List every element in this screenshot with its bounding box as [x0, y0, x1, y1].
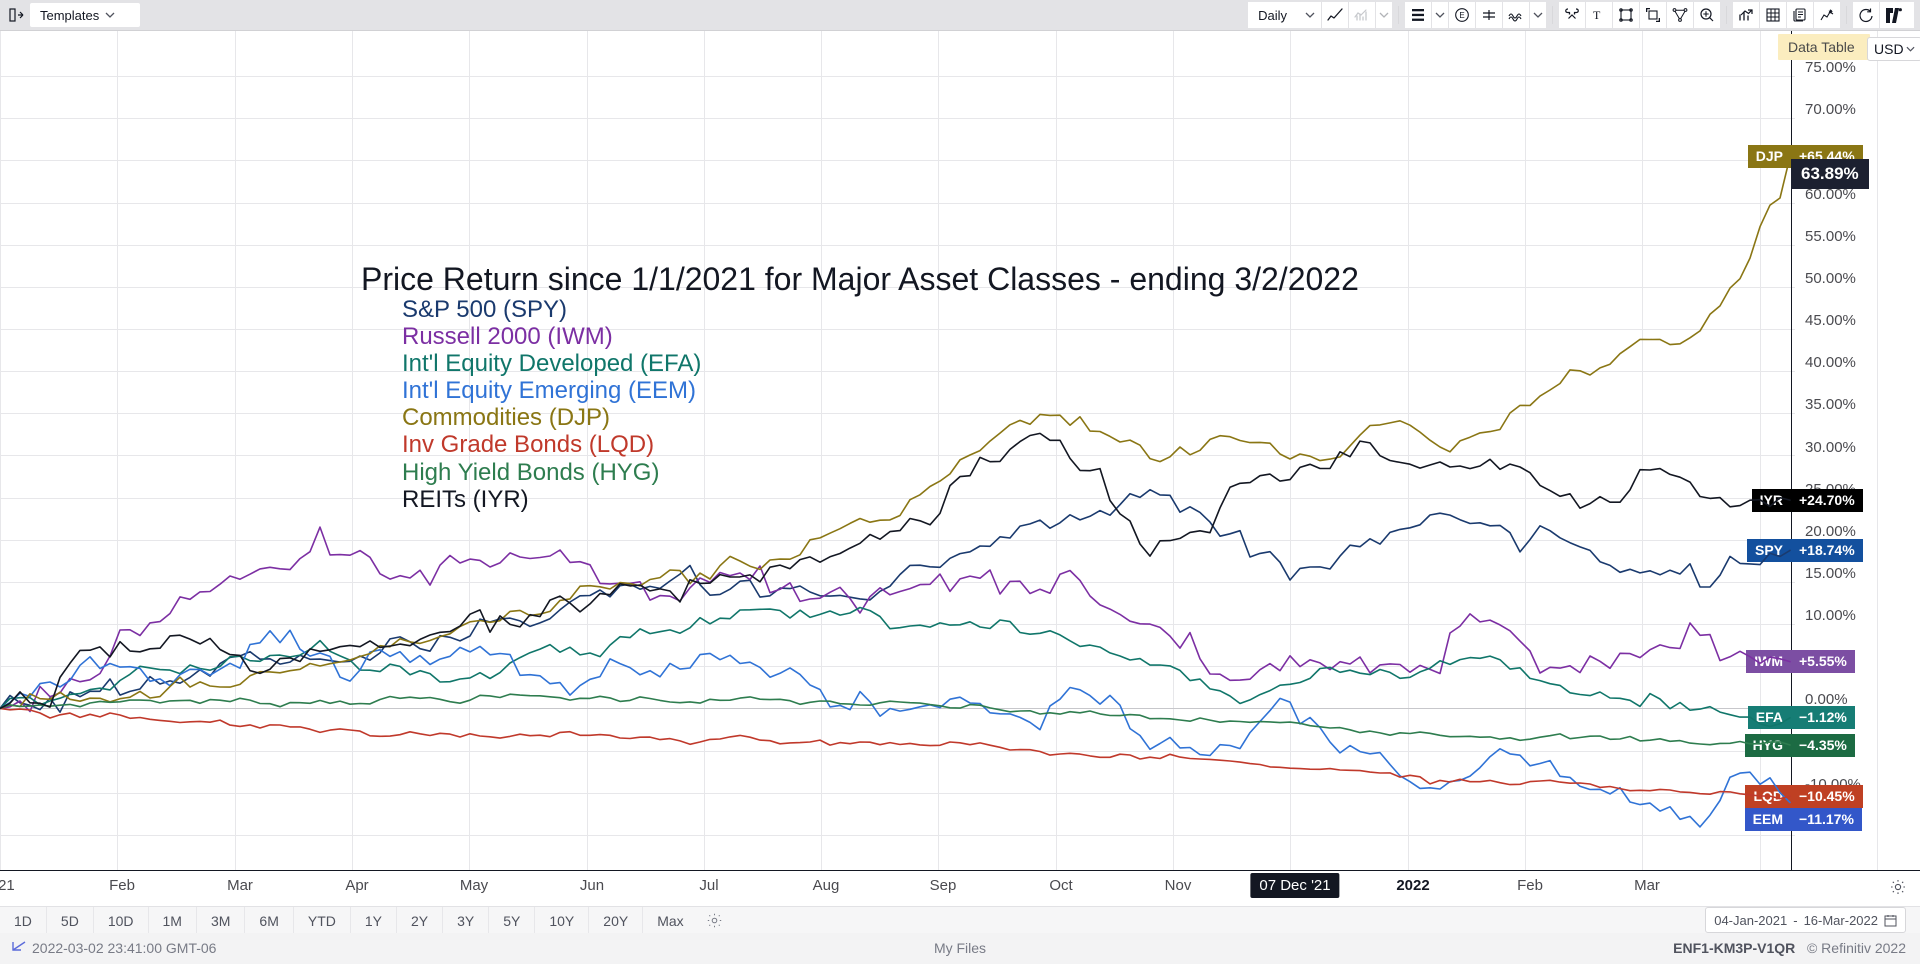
svg-text:T: T [1593, 8, 1601, 22]
svg-text:E: E [1459, 11, 1464, 20]
